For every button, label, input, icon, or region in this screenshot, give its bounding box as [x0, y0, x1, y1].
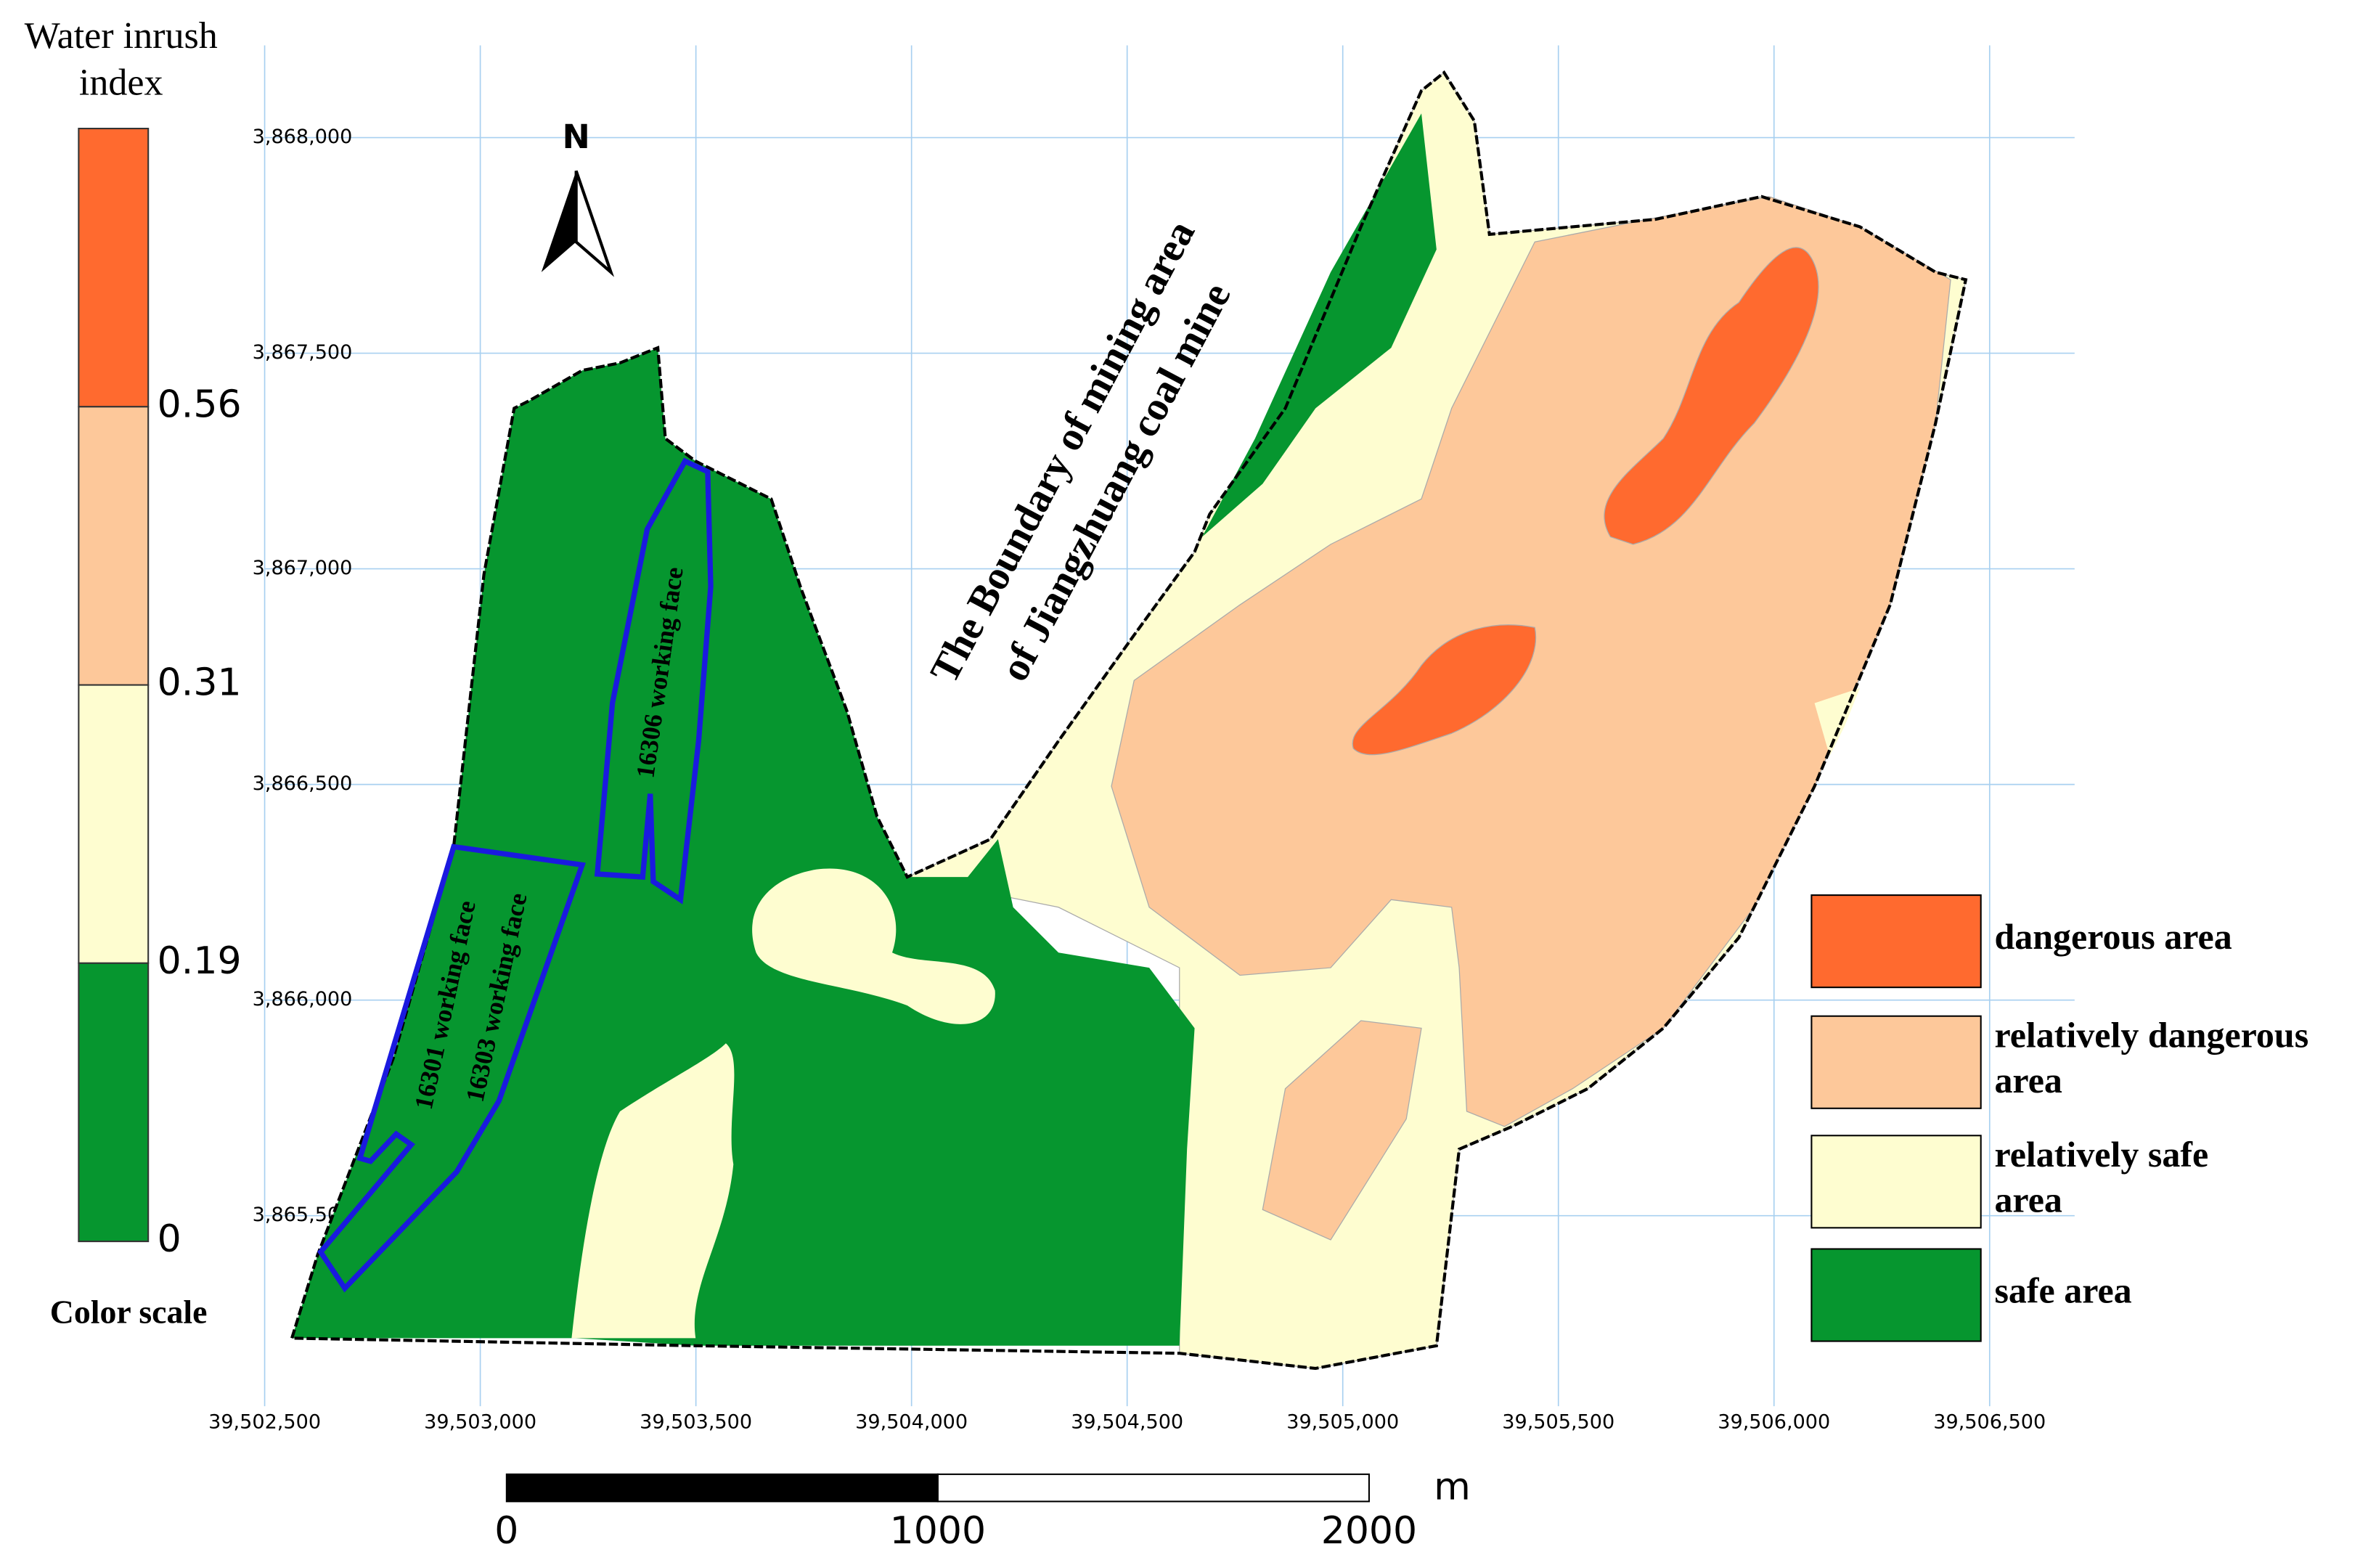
x-tick-label: 39,504,500 [1071, 1411, 1183, 1434]
y-tick-label: 3,867,500 [253, 341, 353, 364]
x-tick-label: 39,502,500 [208, 1411, 321, 1434]
color-scale-title: Water inrush [25, 15, 218, 57]
scale-bar: 0 1000 2000 m [494, 1466, 1471, 1553]
north-arrow-half [574, 170, 615, 277]
legend-label: safe area [1994, 1270, 2131, 1310]
legend-label: relatively safe [1994, 1134, 2208, 1175]
mine-boundary [290, 70, 1968, 1371]
safe-zone-main [292, 348, 1195, 1346]
color-scale-label: 0.56 [158, 383, 242, 426]
x-tick-label: 39,506,000 [1718, 1411, 1830, 1434]
legend-label: dangerous area [1994, 916, 2232, 957]
color-band [78, 406, 150, 686]
color-band [78, 128, 150, 408]
y-tick-label: 3,868,000 [253, 126, 353, 148]
x-tick-label: 39,503,500 [640, 1411, 752, 1434]
legend-swatch [1810, 1015, 1982, 1109]
scale-bar-label: 1000 [890, 1509, 987, 1553]
x-tick-label: 39,505,500 [1502, 1411, 1614, 1434]
north-arrow-half [541, 171, 576, 272]
color-scale-label: 0.31 [158, 661, 242, 705]
working-face-16301 [317, 844, 586, 1293]
y-tick-label: 3,866,000 [253, 988, 353, 1010]
color-scale-caption: Color scale [50, 1294, 208, 1331]
x-tick-label: 39,504,000 [855, 1411, 968, 1434]
relatively-safe-blob-south [571, 1043, 735, 1339]
scale-bar-segment [505, 1473, 939, 1503]
x-tick-label: 39,506,500 [1933, 1411, 2046, 1434]
scale-bar-label: 2000 [1321, 1509, 1418, 1553]
safe-zone-small-yellow [1814, 687, 1861, 756]
working-faces [317, 457, 714, 1293]
north-label: N [562, 117, 589, 156]
color-band [78, 962, 150, 1243]
dangerous-zone-1 [1604, 247, 1819, 545]
legend-swatch [1810, 1135, 1982, 1229]
relatively-dangerous-patch [1262, 1020, 1422, 1241]
y-tick-label: 3,866,500 [253, 772, 353, 795]
color-band [78, 684, 150, 964]
working-face-16306 [594, 457, 714, 905]
y-tick-label: 3,867,000 [253, 557, 353, 579]
color-bar [78, 128, 150, 1243]
legend-label: area [1994, 1060, 2062, 1101]
color-scale-title: index [79, 62, 163, 104]
x-tick-label: 39,503,000 [424, 1411, 536, 1434]
x-tick-label: 39,505,000 [1286, 1411, 1399, 1434]
color-scale-labels: 0 0.19 0.31 0.56 [158, 383, 242, 1261]
scale-bar-segment [936, 1473, 1370, 1503]
zones [290, 70, 1968, 1371]
legend-swatch [1810, 1248, 1982, 1342]
color-scale-label: 0 [158, 1217, 181, 1261]
legend-label: relatively dangerous [1994, 1014, 2308, 1055]
legend-swatch [1810, 894, 1982, 989]
north-arrow: N [541, 117, 615, 277]
relatively-safe-blob [752, 868, 995, 1024]
scale-bar-unit: m [1434, 1466, 1471, 1509]
color-scale-label: 0.19 [158, 939, 242, 983]
dangerous-zone-2 [1352, 624, 1537, 756]
scale-bar-label: 0 [494, 1509, 518, 1553]
legend-label: area [1994, 1179, 2062, 1220]
